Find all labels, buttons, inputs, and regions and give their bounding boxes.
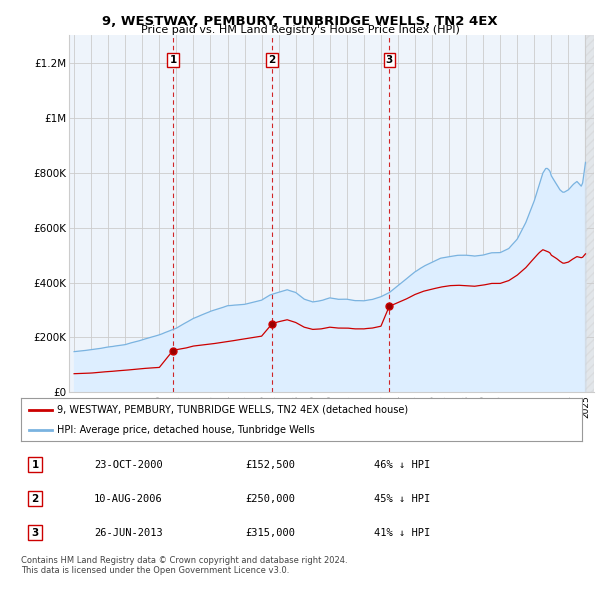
Text: 2: 2 [31,494,38,503]
Text: HPI: Average price, detached house, Tunbridge Wells: HPI: Average price, detached house, Tunb… [58,425,315,435]
Text: £315,000: £315,000 [245,527,295,537]
Text: 3: 3 [386,55,393,65]
Text: 9, WESTWAY, PEMBURY, TUNBRIDGE WELLS, TN2 4EX (detached house): 9, WESTWAY, PEMBURY, TUNBRIDGE WELLS, TN… [58,405,409,415]
Text: 1: 1 [31,460,38,470]
Text: 1: 1 [170,55,177,65]
Text: 26-JUN-2013: 26-JUN-2013 [94,527,163,537]
Text: This data is licensed under the Open Government Licence v3.0.: This data is licensed under the Open Gov… [21,566,289,575]
Text: £250,000: £250,000 [245,494,295,503]
Text: 10-AUG-2006: 10-AUG-2006 [94,494,163,503]
Text: Price paid vs. HM Land Registry's House Price Index (HPI): Price paid vs. HM Land Registry's House … [140,25,460,35]
Text: 2: 2 [268,55,275,65]
Text: 23-OCT-2000: 23-OCT-2000 [94,460,163,470]
Text: £152,500: £152,500 [245,460,295,470]
Text: 9, WESTWAY, PEMBURY, TUNBRIDGE WELLS, TN2 4EX: 9, WESTWAY, PEMBURY, TUNBRIDGE WELLS, TN… [102,15,498,28]
Text: 45% ↓ HPI: 45% ↓ HPI [374,494,431,503]
Text: 46% ↓ HPI: 46% ↓ HPI [374,460,431,470]
Text: 3: 3 [31,527,38,537]
Bar [586,35,594,392]
Text: 41% ↓ HPI: 41% ↓ HPI [374,527,431,537]
Text: Contains HM Land Registry data © Crown copyright and database right 2024.: Contains HM Land Registry data © Crown c… [21,556,347,565]
